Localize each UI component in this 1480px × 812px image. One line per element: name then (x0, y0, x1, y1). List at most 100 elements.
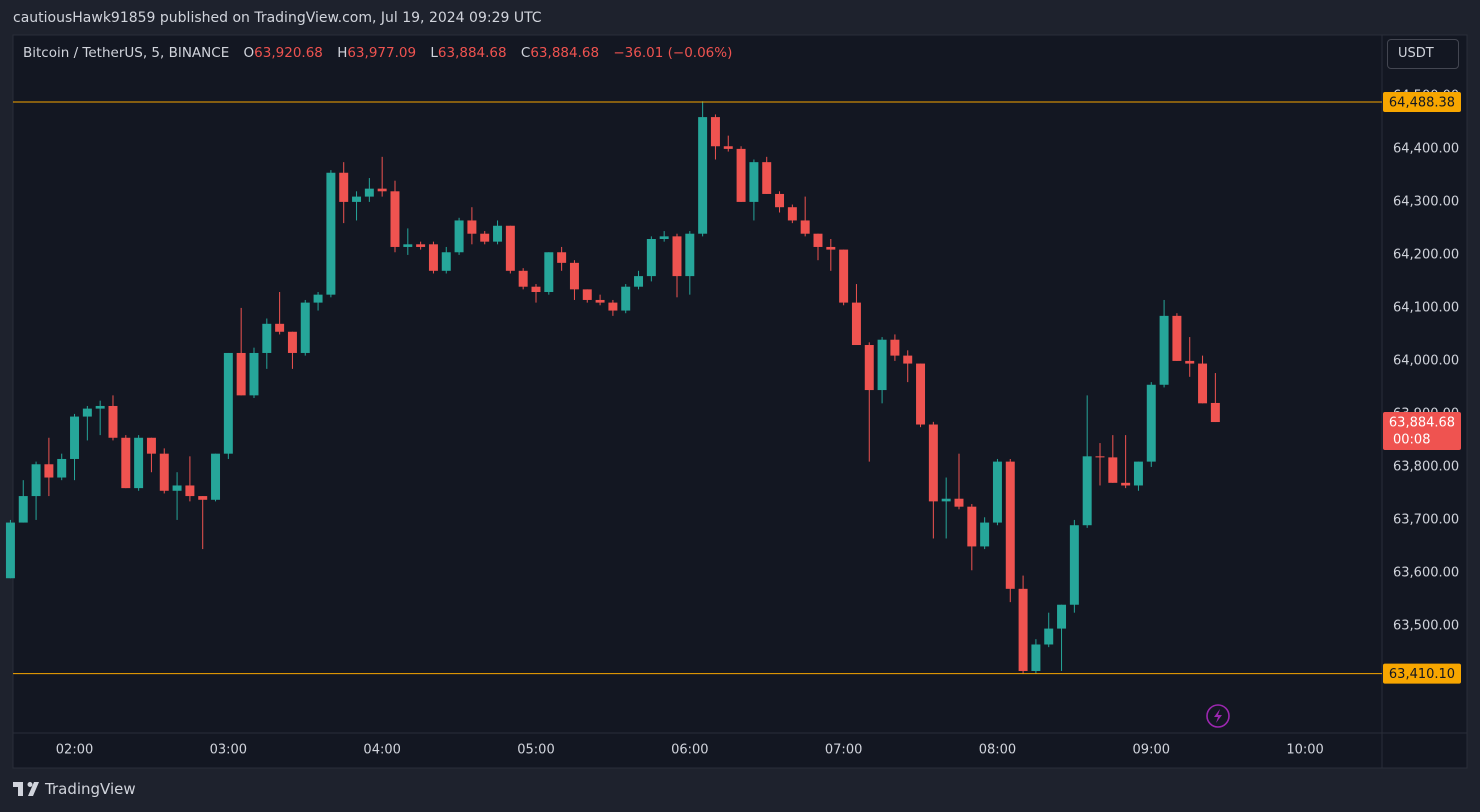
byline: cautiousHawk91859 published on TradingVi… (13, 10, 542, 26)
candle-body (877, 339, 887, 391)
price-line-label-box (1383, 92, 1461, 113)
candle-body (1031, 644, 1041, 671)
candle-body (916, 363, 926, 425)
candle-body (275, 323, 285, 332)
candle-body (185, 485, 195, 497)
candle-body (236, 352, 246, 396)
candle-body (1121, 482, 1131, 486)
candle-body (531, 286, 541, 293)
currency-button[interactable]: USDT (1387, 39, 1459, 69)
candle-body (364, 188, 374, 197)
y-tick-label: 64,100.00 (1393, 300, 1459, 315)
candle-body (441, 252, 451, 271)
x-tick-label: 04:00 (363, 743, 400, 758)
candle-body (698, 117, 708, 234)
candle-body (339, 172, 349, 202)
candle-body (249, 352, 259, 396)
candle-body (134, 437, 144, 489)
candle-body (787, 207, 797, 221)
y-tick-label: 63,500.00 (1393, 618, 1459, 633)
candles (5, 101, 1220, 674)
candle-body (800, 220, 810, 234)
candle-body (505, 225, 515, 271)
candle-body (557, 252, 567, 263)
candle-body (1044, 628, 1054, 645)
open-key: O (243, 45, 255, 61)
candle-body (646, 239, 656, 277)
candle-body (634, 276, 644, 287)
high-key: H (337, 45, 348, 61)
candle-body (928, 424, 938, 502)
close-value: 63,884.68 (530, 45, 600, 61)
candle-body (595, 299, 605, 303)
price-line-label: 64,488.38 (1389, 96, 1455, 111)
y-tick-label: 63,800.00 (1393, 459, 1459, 474)
candle-body (954, 498, 964, 507)
y-tick-label: 64,300.00 (1393, 194, 1459, 209)
candle-body (967, 506, 977, 547)
candle-body (262, 323, 272, 353)
candle-body (159, 453, 169, 491)
x-tick-label: 05:00 (517, 743, 554, 758)
candle-body (569, 262, 579, 290)
close-key: C (520, 45, 531, 61)
candle-body (313, 294, 323, 303)
candle-body (352, 196, 362, 202)
candle-body (326, 172, 336, 295)
brand: TradingView (45, 780, 136, 798)
x-tick-label: 08:00 (979, 743, 1016, 758)
legend: Bitcoin / TetherUS, 5, BINANCE O63,920.6… (23, 45, 732, 61)
candle-body (1185, 360, 1195, 364)
candle-body (685, 233, 695, 277)
candle-body (710, 117, 720, 147)
alert-bolt (1214, 709, 1222, 723)
candle-body (300, 302, 310, 353)
candle-body (775, 193, 785, 208)
candle-body (390, 191, 400, 247)
candle-body (1210, 402, 1220, 423)
last-price-label: 63,884.68 (1389, 416, 1455, 431)
candle-body (851, 302, 861, 346)
candle-body (57, 458, 67, 478)
high-value: 63,977.09 (347, 45, 417, 61)
candle-body (1095, 456, 1105, 458)
candle-body (659, 236, 669, 240)
candle-body (864, 345, 874, 391)
candle-body (1198, 363, 1208, 404)
price-line-label: 63,410.10 (1389, 667, 1455, 682)
candle-body (1133, 461, 1143, 486)
candle-body (1146, 384, 1156, 462)
candle-body (813, 233, 823, 247)
candle-body (621, 286, 631, 311)
y-tick-label: 63,700.00 (1393, 512, 1459, 527)
candle-body (723, 146, 733, 149)
y-tick-label: 64,400.00 (1393, 141, 1459, 156)
candle-body (377, 188, 387, 192)
symbol: Bitcoin / TetherUS, 5, BINANCE (23, 45, 230, 61)
candle-body (223, 352, 233, 454)
y-tick-label: 64,200.00 (1393, 247, 1459, 262)
candle-body (95, 405, 105, 409)
candle-body (736, 148, 746, 202)
candle-body (826, 246, 836, 250)
candle-body (211, 453, 221, 500)
alert-icon[interactable] (1206, 704, 1230, 728)
candle-body (903, 355, 913, 364)
candle-body (146, 437, 156, 454)
last-price-box (1383, 412, 1461, 451)
x-tick-label: 02:00 (56, 743, 93, 758)
candle-body (31, 464, 41, 497)
candle-body (18, 496, 28, 523)
candle-body (403, 244, 413, 247)
candle-body (890, 339, 900, 356)
x-tick-label: 07:00 (825, 743, 862, 758)
y-tick-label: 64,000.00 (1393, 353, 1459, 368)
candle-body (480, 233, 490, 242)
candle-body (1069, 525, 1079, 605)
x-tick-label: 06:00 (671, 743, 708, 758)
candle-body (70, 416, 80, 459)
candle-body (428, 244, 438, 271)
candle-body (518, 270, 528, 287)
